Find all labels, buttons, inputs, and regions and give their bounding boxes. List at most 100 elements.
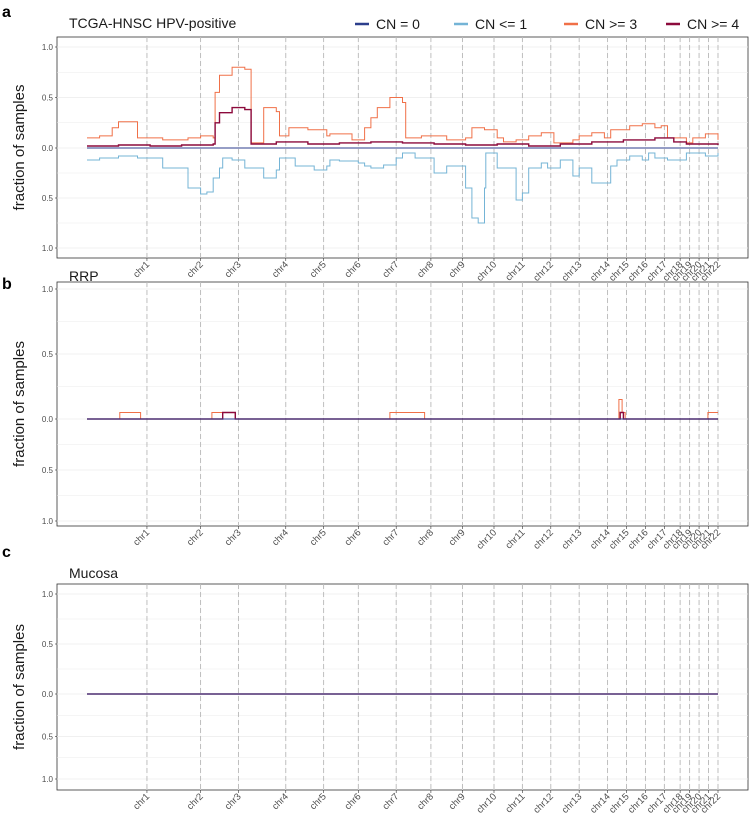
- series-group: [87, 66, 719, 224]
- x-tick-label: chr7: [380, 259, 401, 280]
- x-tick-label: chr14: [588, 527, 613, 552]
- x-tick-label: chr13: [560, 791, 585, 816]
- legend-label: CN >= 4: [687, 16, 739, 32]
- panel-c: c Mucosa 1.0 0.5 0.0 0.5 1.0 fraction of sample…: [2, 544, 749, 816]
- x-tick-label: chr14: [588, 791, 613, 816]
- legend-label: CN <= 1: [475, 16, 527, 32]
- y-tick-label: 1.0: [42, 517, 54, 526]
- y-axis-label: fraction of samples: [11, 341, 28, 467]
- x-tick-label: chr16: [626, 791, 651, 816]
- panel-title: Mucosa: [69, 565, 118, 581]
- series-group: [87, 399, 718, 420]
- x-tick-label: chr15: [607, 259, 632, 284]
- y-tick-label: 1.0: [42, 244, 54, 253]
- x-tick-label: chr1: [131, 259, 152, 280]
- x-tick-label: chr12: [531, 259, 556, 284]
- x-tick-label: chr13: [560, 527, 585, 552]
- series-line-cn-4: [87, 411, 718, 420]
- y-tick-label: 0.5: [42, 466, 54, 475]
- chromosome-boundaries: [146, 584, 719, 790]
- x-tick-label: chr6: [343, 527, 364, 548]
- y-tick-label: 1.0: [42, 285, 54, 294]
- x-tick-label: chr4: [270, 259, 291, 280]
- legend-label: CN >= 3: [585, 16, 637, 32]
- series-line-cn-4: [87, 106, 719, 147]
- y-tick-label: 0.5: [42, 350, 54, 359]
- panel-letter: b: [2, 276, 12, 293]
- x-tick-label: chr16: [626, 527, 651, 552]
- legend-label: CN = 0: [376, 16, 420, 32]
- x-tick-label: chr2: [185, 791, 206, 812]
- x-axis: chr1 chr2 chr3 chr4 chr5 chr6 chr7 chr8 chr9 chr1…: [131, 790, 723, 816]
- panel-title: TCGA-HNSC HPV-positive: [69, 15, 236, 31]
- y-axis-label: fraction of samples: [11, 624, 28, 750]
- y-tick-label: 1.0: [42, 43, 54, 52]
- x-tick-label: chr14: [588, 259, 613, 284]
- x-tick-label: chr2: [185, 527, 206, 548]
- x-tick-label: chr10: [475, 791, 500, 816]
- y-tick-label: 0.0: [42, 415, 54, 424]
- legend-entry: CN = 0: [355, 16, 420, 32]
- y-tick-label: 0.0: [42, 144, 54, 153]
- x-tick-label: chr8: [415, 259, 436, 280]
- x-tick-label: chr12: [531, 791, 556, 816]
- panel-letter: c: [2, 544, 11, 561]
- series-line-cn-3: [87, 66, 719, 144]
- x-tick-label: chr9: [447, 791, 468, 812]
- x-tick-label: chr16: [626, 259, 651, 284]
- x-tick-label: chr12: [531, 527, 556, 552]
- chromosome-boundaries: [146, 37, 719, 258]
- x-tick-label: chr2: [185, 259, 206, 280]
- panel-frame: [56, 36, 749, 259]
- series-line-cn-3: [87, 399, 718, 420]
- x-tick-label: chr9: [447, 527, 468, 548]
- x-tick-label: chr3: [223, 259, 244, 280]
- x-tick-label: chr6: [343, 259, 364, 280]
- x-tick-label: chr7: [380, 791, 401, 812]
- y-axis: 1.0 0.5 0.0 0.5 1.0: [42, 590, 57, 784]
- x-tick-label: chr5: [308, 259, 329, 280]
- panel-frame: [56, 281, 749, 527]
- x-tick-label: chr5: [308, 527, 329, 548]
- x-tick-label: chr1: [131, 791, 152, 812]
- x-tick-label: chr6: [343, 791, 364, 812]
- y-tick-label: 1.0: [42, 775, 54, 784]
- x-tick-label: chr4: [270, 791, 291, 812]
- panel-a: a TCGA-HNSC HPV-positive 1.0 0.5 0.0 0.5 1.0 fr…: [2, 4, 749, 284]
- x-tick-label: chr9: [447, 259, 468, 280]
- x-tick-label: chr11: [503, 791, 527, 815]
- x-axis: chr1 chr2 chr3 chr4 chr5 chr6 chr7 chr8 chr9 chr1…: [131, 526, 723, 552]
- y-tick-label: 0.5: [42, 194, 54, 203]
- x-tick-label: chr10: [475, 259, 500, 284]
- chromosome-boundaries: [146, 282, 719, 526]
- y-tick-label: 0.5: [42, 640, 54, 649]
- x-tick-label: chr7: [380, 527, 401, 548]
- y-axis: 1.0 0.5 0.0 0.5 1.0: [42, 285, 57, 526]
- y-tick-label: 0.5: [42, 94, 54, 103]
- x-tick-label: chr15: [607, 527, 632, 552]
- panels: a TCGA-HNSC HPV-positive 1.0 0.5 0.0 0.5 1.0 fr…: [2, 4, 749, 816]
- x-tick-label: chr11: [503, 259, 527, 283]
- legend-entry: CN <= 1: [454, 16, 527, 32]
- x-tick-label: chr5: [308, 791, 329, 812]
- x-tick-label: chr15: [607, 791, 632, 816]
- legend-entry: CN >= 3: [564, 16, 637, 32]
- panel-title: RRP: [69, 268, 99, 284]
- panel-b: b RRP 1.0 0.5 0.0 0.5 1.0 fraction of samples ch…: [2, 268, 749, 552]
- x-tick-label: chr10: [475, 527, 500, 552]
- x-tick-label: chr1: [131, 527, 152, 548]
- y-axis-label: fraction of samples: [11, 85, 28, 211]
- x-tick-label: chr13: [560, 259, 585, 284]
- x-tick-label: chr3: [223, 527, 244, 548]
- legend-entry: CN >= 4: [666, 16, 739, 32]
- panel-frame: [56, 583, 749, 791]
- grid: [57, 584, 748, 790]
- y-tick-label: 1.0: [42, 590, 54, 599]
- y-tick-label: 0.5: [42, 733, 54, 742]
- panel-letter: a: [2, 4, 11, 21]
- x-tick-label: chr8: [415, 527, 436, 548]
- x-tick-label: chr11: [503, 527, 527, 551]
- legend: CN = 0 CN <= 1 CN >= 3 CN >= 4: [355, 16, 739, 32]
- x-tick-label: chr3: [223, 791, 244, 812]
